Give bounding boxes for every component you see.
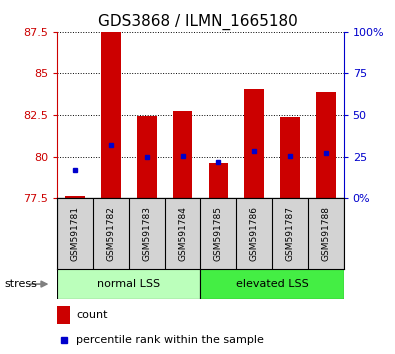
Text: GSM591785: GSM591785: [214, 206, 223, 261]
Text: stress: stress: [4, 279, 37, 289]
Text: GSM591786: GSM591786: [250, 206, 259, 261]
Text: GSM591787: GSM591787: [286, 206, 294, 261]
Text: percentile rank within the sample: percentile rank within the sample: [76, 335, 264, 345]
Text: GDS3868 / ILMN_1665180: GDS3868 / ILMN_1665180: [98, 14, 297, 30]
Text: GSM591783: GSM591783: [142, 206, 151, 261]
Bar: [280, 117, 300, 198]
Bar: [137, 116, 156, 198]
Bar: [57, 306, 70, 324]
Bar: [173, 111, 192, 198]
Text: GSM591782: GSM591782: [107, 206, 115, 261]
Text: GSM591784: GSM591784: [178, 206, 187, 261]
Bar: [316, 92, 336, 198]
Bar: [201, 269, 344, 299]
Text: GSM591788: GSM591788: [321, 206, 330, 261]
Bar: [245, 89, 264, 198]
Text: GSM591781: GSM591781: [71, 206, 80, 261]
Bar: [57, 269, 201, 299]
Text: count: count: [76, 310, 107, 320]
Bar: [101, 32, 121, 198]
Text: normal LSS: normal LSS: [97, 279, 160, 289]
Bar: [209, 163, 228, 198]
Bar: [65, 196, 85, 198]
Text: elevated LSS: elevated LSS: [236, 279, 308, 289]
